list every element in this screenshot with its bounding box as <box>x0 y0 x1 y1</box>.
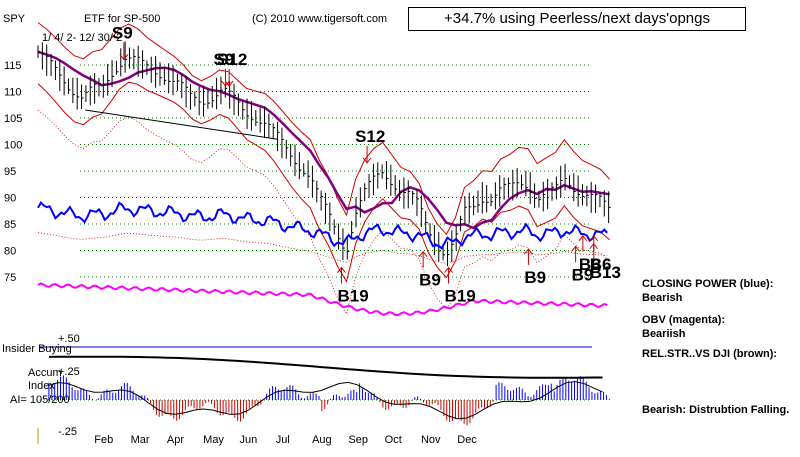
sell-arrowhead <box>221 80 230 87</box>
buy-arrowhead <box>418 250 428 258</box>
promo-box: +34.7% using Peerless/next days'opngs <box>408 7 746 31</box>
insider-buying-label: Insider Buying <box>2 343 72 355</box>
upper-band <box>37 22 611 236</box>
obv-line <box>37 282 608 317</box>
price-bars <box>37 41 611 267</box>
closing-power-line <box>37 200 608 250</box>
ai-label: AI= 105/200 <box>10 394 70 406</box>
buy-arrowhead <box>444 266 453 273</box>
closing-power-layer <box>37 200 608 317</box>
accum-smooth-line <box>48 381 603 420</box>
signal-label: B6 <box>590 255 612 274</box>
fund-label: ETF for SP-500 <box>84 13 160 25</box>
y-tick-label: 95 <box>4 166 16 178</box>
signal-label: B6 <box>579 255 601 274</box>
month-label: Feb <box>94 434 113 446</box>
signal-label: B9 <box>524 268 546 287</box>
sell-arrowhead <box>362 157 372 164</box>
month-label: May <box>203 434 224 446</box>
y-tick-label: 115 <box>4 60 22 72</box>
signal-label: B19 <box>337 287 368 306</box>
y-axis-labels: 75 80 85 90 95 100 105 110 115 <box>4 60 22 284</box>
signal-label: B9 <box>572 265 594 284</box>
signal-label: B9 <box>419 271 441 290</box>
copyright-label: (C) 2010 www.tigersoft.com <box>252 13 387 25</box>
month-label: Mar <box>131 434 150 446</box>
tick-top: +.50 <box>58 333 80 345</box>
buy-arrowhead <box>337 266 346 273</box>
moving-average-layer <box>37 22 611 316</box>
tick-bottom: -.25 <box>58 426 77 438</box>
accum-summary: Bearish: Distrubtion Falling. <box>642 404 790 416</box>
closing-power-value: Bearish <box>642 292 683 304</box>
buy-arrowhead <box>578 234 588 242</box>
y-tick-label: 105 <box>4 113 22 125</box>
sell-arrowhead <box>119 54 129 61</box>
sell-arrowhead <box>224 80 234 87</box>
month-label: Apr <box>167 434 184 446</box>
signal-label: B13 <box>590 263 621 282</box>
month-label: Aug <box>312 434 332 446</box>
y-tick-label: 80 <box>4 246 16 258</box>
accum-index-layer <box>37 355 610 444</box>
tick-mid: +.25 <box>58 366 80 378</box>
month-labels: Feb Mar Apr May Jun Jul Aug Sep Oct Nov Dec <box>94 434 477 446</box>
moving-average-line <box>37 50 610 230</box>
signal-label: S9 <box>112 23 133 42</box>
signal-label: B19 <box>445 287 476 306</box>
month-label: Oct <box>385 434 402 446</box>
relative-strength-line <box>37 232 608 264</box>
y-tick-label: 110 <box>4 87 22 99</box>
trend-line <box>85 109 278 140</box>
y-tick-label: 85 <box>4 219 16 231</box>
month-label: Nov <box>421 434 441 446</box>
y-tick-label: 75 <box>4 272 16 284</box>
buy-arrowhead <box>571 245 581 252</box>
month-label: Jul <box>276 434 290 446</box>
obv-label: OBV (magenta): <box>642 314 726 326</box>
index-label: Index <box>28 380 55 392</box>
obv-value: Beariish <box>642 328 686 340</box>
lower-band <box>37 81 611 283</box>
symbol-label: SPY <box>3 13 26 25</box>
signal-label: S9 <box>214 50 235 69</box>
month-label: Jun <box>239 434 257 446</box>
buy-arrowhead <box>589 242 599 250</box>
month-label: Dec <box>457 434 477 446</box>
date-range-label: 1/ 4/ 2- 12/ 30/ 2 <box>42 32 122 44</box>
y-tick-label: 100 <box>4 140 22 152</box>
accum-label: Accum <box>28 367 62 379</box>
accum-upper-line <box>48 355 603 379</box>
buy-arrowhead <box>524 248 533 255</box>
month-label: Sep <box>348 434 368 446</box>
buy-arrowhead <box>589 234 599 242</box>
signal-label: S12 <box>355 127 385 146</box>
y-tick-label: 90 <box>4 193 16 205</box>
relstr-label: REL.STR..VS DJI (brown): <box>642 348 778 360</box>
signal-label: S12 <box>217 50 247 69</box>
closing-power-label: CLOSING POWER (blue): <box>642 278 774 290</box>
